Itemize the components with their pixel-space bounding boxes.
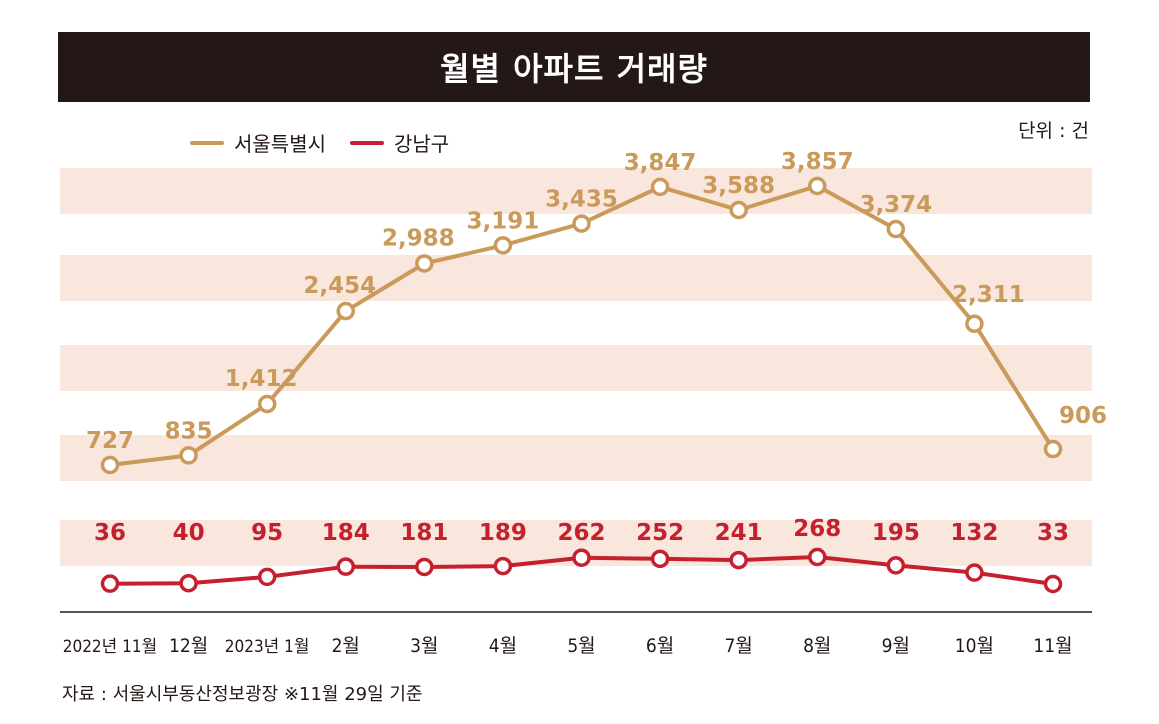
gangnam-point-10 xyxy=(886,556,906,575)
gangnam-point-7 xyxy=(650,549,670,569)
seoul-point-9 xyxy=(808,176,827,196)
seoul-data-label-5: 3,191 xyxy=(467,208,540,234)
gangnam-point-3 xyxy=(336,557,355,576)
unit-label: 단위 : 건 xyxy=(1018,120,1089,142)
x-tick-label-8: 7월 xyxy=(724,635,752,657)
seoul-point-4 xyxy=(415,254,434,273)
legend-item-gangnam: 강남구 xyxy=(350,128,449,157)
background-band-0 xyxy=(60,168,1092,214)
gangnam-data-label-3: 184 xyxy=(322,520,370,546)
x-tick-label-10: 9월 xyxy=(882,635,910,657)
legend: 서울특별시 강남구 xyxy=(190,128,449,157)
gangnam-data-label-1: 40 xyxy=(173,520,205,546)
seoul-data-label-6: 3,435 xyxy=(545,187,618,213)
seoul-data-label-1: 835 xyxy=(165,418,213,444)
x-tick-label-7: 6월 xyxy=(646,635,674,657)
seoul-data-label-3: 2,454 xyxy=(303,273,376,299)
seoul-point-11 xyxy=(965,314,984,334)
seoul-point-10 xyxy=(886,219,906,239)
background-band-1 xyxy=(60,255,1092,301)
seoul-data-label-7: 3,847 xyxy=(624,150,697,176)
gangnam-point-5 xyxy=(493,556,513,576)
gangnam-point-2 xyxy=(257,567,277,587)
gangnam-data-label-7: 252 xyxy=(636,520,684,546)
gangnam-data-label-11: 132 xyxy=(950,520,998,546)
seoul-data-label-11: 2,311 xyxy=(952,282,1025,308)
seoul-point-7 xyxy=(650,177,670,197)
gangnam-data-label-0: 36 xyxy=(94,520,126,546)
background-band-2 xyxy=(60,345,1092,391)
gangnam-data-label-12: 33 xyxy=(1037,520,1069,546)
x-tick-label-11: 10월 xyxy=(955,635,994,657)
gangnam-data-label-4: 181 xyxy=(400,520,448,546)
seoul-data-label-0: 727 xyxy=(86,428,134,454)
source-note: 자료 : 서울시부동산정보광장 ※11월 29일 기준 xyxy=(62,684,423,705)
gangnam-point-4 xyxy=(415,557,434,577)
gangnam-point-12 xyxy=(1043,574,1063,594)
background-band-3 xyxy=(60,435,1092,481)
legend-line-seoul-icon xyxy=(190,140,224,145)
x-tick-label-3: 2월 xyxy=(332,635,360,657)
x-tick-label-9: 8월 xyxy=(803,635,831,657)
seoul-point-8 xyxy=(729,200,748,220)
gangnam-point-1 xyxy=(179,573,198,593)
seoul-point-5 xyxy=(493,236,513,255)
gangnam-point-11 xyxy=(965,563,984,582)
legend-item-seoul: 서울특별시 xyxy=(190,128,326,157)
gangnam-data-label-8: 241 xyxy=(715,520,763,546)
legend-line-gangnam-icon xyxy=(350,140,384,145)
gangnam-data-label-9: 268 xyxy=(793,516,841,542)
gangnam-point-9 xyxy=(808,547,827,567)
seoul-point-1 xyxy=(179,446,198,465)
legend-label-seoul: 서울특별시 xyxy=(234,132,326,156)
seoul-data-label-8: 3,588 xyxy=(702,173,775,199)
gangnam-point-6 xyxy=(572,548,591,567)
gangnam-point-8 xyxy=(729,550,748,570)
seoul-data-label-9: 3,857 xyxy=(781,149,854,175)
seoul-data-label-12: 906 xyxy=(1059,403,1107,429)
seoul-point-12 xyxy=(1043,439,1063,459)
seoul-data-label-4: 2,988 xyxy=(382,225,455,251)
x-tick-label-2: 2023년 1월 xyxy=(225,637,310,657)
seoul-point-6 xyxy=(572,214,591,233)
seoul-data-label-2: 1,412 xyxy=(225,366,298,392)
x-tick-label-1: 12월 xyxy=(169,635,208,657)
gangnam-point-0 xyxy=(100,574,120,593)
x-tick-label-12: 11월 xyxy=(1033,635,1072,657)
x-tick-label-6: 5월 xyxy=(567,635,595,657)
gangnam-data-label-10: 195 xyxy=(872,520,920,546)
seoul-point-2 xyxy=(257,394,277,414)
seoul-point-3 xyxy=(336,301,355,321)
seoul-point-0 xyxy=(100,455,120,475)
legend-label-gangnam: 강남구 xyxy=(394,132,450,156)
seoul-data-label-10: 3,374 xyxy=(859,192,932,218)
gangnam-data-label-2: 95 xyxy=(251,520,283,546)
gangnam-data-label-5: 189 xyxy=(479,520,527,546)
title-bar: 월별 아파트 거래량 xyxy=(58,32,1090,102)
x-tick-label-0: 2022년 11월 xyxy=(63,637,158,657)
x-tick-label-5: 4월 xyxy=(489,635,517,657)
chart-title: 월별 아파트 거래량 xyxy=(440,50,708,88)
x-tick-label-4: 3월 xyxy=(410,635,438,657)
gangnam-data-label-6: 262 xyxy=(557,520,605,546)
